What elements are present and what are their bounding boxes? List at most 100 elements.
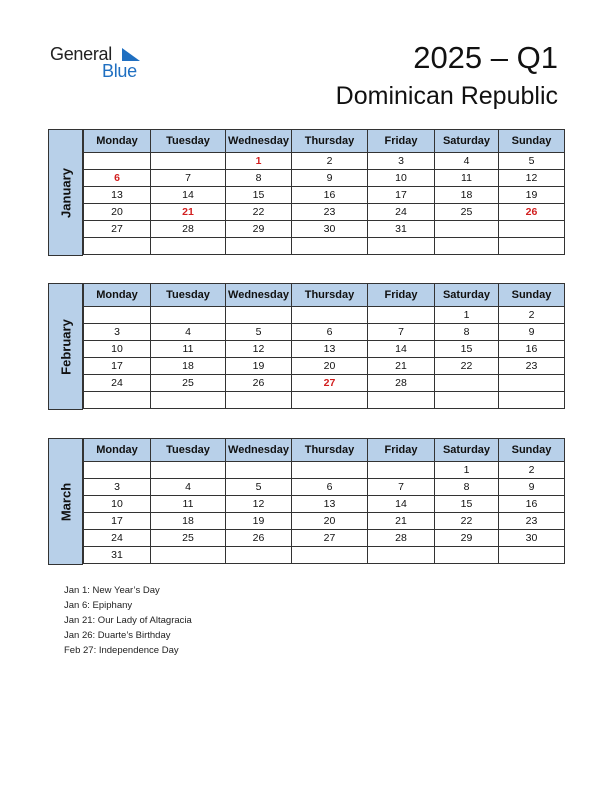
day-cell: 23 (291, 203, 368, 221)
day-cell: 27 (291, 529, 368, 547)
weekday-header: Sunday (498, 438, 565, 462)
empty-day-cell (291, 461, 368, 479)
day-cell: 24 (367, 203, 435, 221)
day-cell: 18 (150, 357, 226, 375)
week-row: 13 14 15 16 17 18 19 (83, 186, 565, 204)
day-cell: 29 (225, 220, 292, 238)
calendar-table: Monday Tuesday Wednesday Thursday Friday Satu… (83, 129, 565, 255)
logo-word-general: General (50, 44, 112, 64)
day-cell: 22 (225, 203, 292, 221)
day-cell: 8 (434, 323, 499, 341)
day-cell: 16 (498, 495, 565, 513)
week-row: 6 7 8 9 10 11 12 (83, 169, 565, 187)
logo-word-blue: Blue (102, 61, 137, 81)
empty-day-cell (498, 374, 565, 392)
day-cell: 11 (150, 495, 226, 513)
month-march: March Monday Tuesday Wednesday Thursday Frid… (48, 438, 565, 565)
weekday-header: Monday (83, 283, 151, 307)
day-cell: 7 (150, 169, 226, 187)
day-cell: 22 (434, 357, 499, 375)
day-cell: 12 (225, 340, 292, 358)
weekday-header: Sunday (498, 283, 565, 307)
holiday-day-cell: 26 (498, 203, 565, 221)
day-cell: 16 (498, 340, 565, 358)
empty-day-cell (498, 391, 565, 409)
logo: General Blue (50, 44, 150, 84)
day-cell: 27 (83, 220, 151, 238)
week-row: 10 11 12 13 14 15 16 (83, 340, 565, 358)
empty-day-cell (434, 546, 499, 564)
holiday-day-cell: 1 (225, 152, 292, 170)
day-cell: 28 (367, 374, 435, 392)
weekday-header: Sunday (498, 129, 565, 153)
weekday-header-row: Monday Tuesday Wednesday Thursday Friday Satu… (83, 438, 565, 462)
weekday-header: Monday (83, 438, 151, 462)
calendar-table: Monday Tuesday Wednesday Thursday Friday Satu… (83, 283, 565, 409)
empty-day-cell (150, 461, 226, 479)
day-cell: 15 (434, 340, 499, 358)
calendar-table: Monday Tuesday Wednesday Thursday Friday Satu… (83, 438, 565, 564)
day-cell: 2 (498, 461, 565, 479)
holiday-day-cell: 21 (150, 203, 226, 221)
empty-day-cell (498, 546, 565, 564)
day-cell: 29 (434, 529, 499, 547)
day-cell: 14 (367, 495, 435, 513)
day-cell: 19 (498, 186, 565, 204)
day-cell: 2 (498, 306, 565, 324)
empty-day-cell (434, 220, 499, 238)
month-label: January (58, 167, 73, 218)
day-cell: 21 (367, 357, 435, 375)
day-cell: 13 (83, 186, 151, 204)
day-cell: 19 (225, 357, 292, 375)
page-title: 2025 – Q1 (413, 40, 558, 75)
empty-day-cell (434, 237, 499, 255)
empty-day-cell (291, 237, 368, 255)
month-label-box: January (48, 129, 83, 256)
day-cell: 5 (225, 323, 292, 341)
empty-day-cell (150, 391, 226, 409)
day-cell: 28 (367, 529, 435, 547)
day-cell: 12 (225, 495, 292, 513)
day-cell: 1 (434, 306, 499, 324)
weekday-header-row: Monday Tuesday Wednesday Thursday Friday Satu… (83, 283, 565, 307)
day-cell: 18 (150, 512, 226, 530)
weekday-header: Monday (83, 129, 151, 153)
week-row: 20 21 22 23 24 25 26 (83, 203, 565, 221)
empty-day-cell (367, 461, 435, 479)
day-cell: 24 (83, 374, 151, 392)
day-cell: 17 (367, 186, 435, 204)
empty-day-cell (225, 546, 292, 564)
weekday-header: Friday (367, 283, 435, 307)
day-cell: 5 (498, 152, 565, 170)
weekday-header: Saturday (434, 283, 499, 307)
weekday-header: Friday (367, 438, 435, 462)
day-cell: 30 (498, 529, 565, 547)
day-cell: 11 (150, 340, 226, 358)
day-cell: 25 (434, 203, 499, 221)
holiday-item: Jan 1: New Year’s Day (64, 585, 160, 596)
week-row (83, 391, 565, 409)
day-cell: 2 (291, 152, 368, 170)
empty-day-cell (498, 237, 565, 255)
empty-day-cell (225, 461, 292, 479)
empty-day-cell (150, 237, 226, 255)
weekday-header: Tuesday (150, 438, 226, 462)
empty-day-cell (83, 237, 151, 255)
week-row: 31 (83, 546, 565, 564)
day-cell: 8 (225, 169, 292, 187)
day-cell: 5 (225, 478, 292, 496)
empty-day-cell (83, 306, 151, 324)
empty-day-cell (291, 391, 368, 409)
day-cell: 10 (83, 495, 151, 513)
month-label: March (58, 482, 73, 521)
day-cell: 4 (150, 323, 226, 341)
day-cell: 10 (367, 169, 435, 187)
day-cell: 23 (498, 512, 565, 530)
empty-day-cell (291, 306, 368, 324)
day-cell: 19 (225, 512, 292, 530)
logo-triangle-icon (122, 48, 140, 61)
